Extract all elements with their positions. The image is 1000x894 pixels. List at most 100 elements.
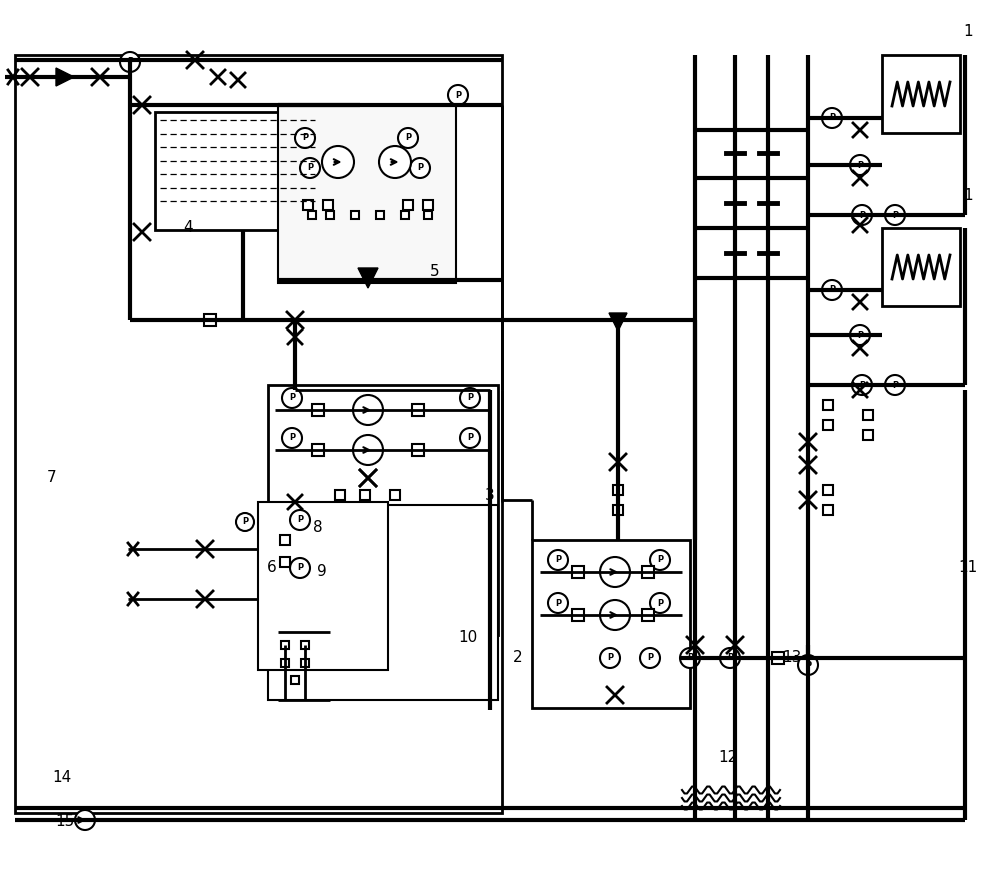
- Circle shape: [300, 158, 320, 178]
- Circle shape: [548, 550, 568, 570]
- Bar: [882, 228, 960, 306]
- Text: P: P: [467, 393, 473, 402]
- Bar: [882, 55, 960, 133]
- Polygon shape: [609, 313, 627, 331]
- Circle shape: [852, 205, 872, 225]
- Circle shape: [852, 375, 872, 395]
- Circle shape: [640, 648, 660, 668]
- Bar: [390, 490, 400, 500]
- Bar: [268, 505, 498, 700]
- Text: P: P: [892, 210, 898, 220]
- Circle shape: [548, 593, 568, 613]
- Bar: [268, 385, 498, 635]
- Text: 13: 13: [782, 651, 802, 665]
- Text: P: P: [657, 598, 663, 608]
- Circle shape: [295, 128, 315, 148]
- Circle shape: [885, 375, 905, 395]
- Circle shape: [650, 550, 670, 570]
- Circle shape: [236, 513, 254, 531]
- Circle shape: [282, 428, 302, 448]
- Bar: [772, 652, 784, 664]
- Circle shape: [460, 388, 480, 408]
- Bar: [863, 410, 873, 420]
- Circle shape: [822, 280, 842, 300]
- Text: P: P: [555, 598, 561, 608]
- Circle shape: [460, 428, 480, 448]
- Bar: [572, 566, 584, 578]
- Bar: [308, 211, 316, 219]
- Circle shape: [290, 510, 310, 530]
- Bar: [360, 490, 370, 500]
- Bar: [412, 404, 424, 416]
- Text: P: P: [859, 381, 865, 390]
- Polygon shape: [56, 68, 74, 86]
- Text: 1: 1: [963, 188, 973, 203]
- Bar: [278, 105, 456, 283]
- Bar: [15, 55, 502, 813]
- Text: 8: 8: [313, 520, 323, 536]
- Text: P: P: [289, 434, 295, 443]
- Text: P: P: [405, 133, 411, 142]
- Bar: [423, 200, 433, 210]
- Bar: [155, 112, 320, 230]
- Bar: [280, 535, 290, 545]
- Circle shape: [885, 205, 905, 225]
- Bar: [823, 505, 833, 515]
- Bar: [613, 505, 623, 515]
- Circle shape: [650, 593, 670, 613]
- Bar: [301, 659, 309, 667]
- Bar: [572, 609, 584, 621]
- Text: P: P: [687, 654, 693, 662]
- Bar: [291, 676, 299, 684]
- Text: P: P: [647, 654, 653, 662]
- Text: P: P: [829, 285, 835, 294]
- Circle shape: [290, 112, 300, 122]
- Bar: [204, 314, 216, 326]
- Text: P: P: [242, 518, 248, 527]
- Text: 3: 3: [485, 487, 495, 502]
- Text: P: P: [829, 114, 835, 122]
- Text: P: P: [467, 434, 473, 443]
- Text: P: P: [805, 661, 811, 670]
- Text: P: P: [417, 164, 423, 173]
- Bar: [281, 641, 289, 649]
- Bar: [613, 485, 623, 495]
- Text: 15: 15: [55, 814, 75, 830]
- Circle shape: [353, 395, 383, 425]
- Bar: [403, 200, 413, 210]
- Circle shape: [379, 146, 411, 178]
- Bar: [642, 609, 654, 621]
- Bar: [335, 490, 345, 500]
- Text: 11: 11: [958, 561, 978, 576]
- Text: P: P: [607, 654, 613, 662]
- Text: P: P: [297, 516, 303, 525]
- Text: P: P: [455, 90, 461, 99]
- Text: P: P: [857, 331, 863, 340]
- Circle shape: [448, 85, 468, 105]
- Text: P: P: [289, 393, 295, 402]
- Bar: [258, 502, 388, 670]
- Text: P: P: [302, 133, 308, 142]
- Text: 4: 4: [183, 221, 193, 235]
- Bar: [326, 211, 334, 219]
- Bar: [281, 659, 289, 667]
- Circle shape: [600, 557, 630, 587]
- Circle shape: [353, 435, 383, 465]
- Text: 1: 1: [963, 24, 973, 39]
- Text: 6: 6: [267, 561, 277, 576]
- Bar: [424, 211, 432, 219]
- Circle shape: [398, 128, 418, 148]
- Text: P: P: [892, 381, 898, 390]
- Circle shape: [322, 146, 354, 178]
- Circle shape: [600, 600, 630, 630]
- Circle shape: [850, 155, 870, 175]
- Text: 7: 7: [47, 470, 57, 485]
- Circle shape: [290, 558, 310, 578]
- Bar: [401, 211, 409, 219]
- Bar: [863, 430, 873, 440]
- Bar: [312, 404, 324, 416]
- Bar: [312, 444, 324, 456]
- Circle shape: [75, 810, 95, 830]
- Circle shape: [720, 648, 740, 668]
- Text: P: P: [859, 210, 865, 220]
